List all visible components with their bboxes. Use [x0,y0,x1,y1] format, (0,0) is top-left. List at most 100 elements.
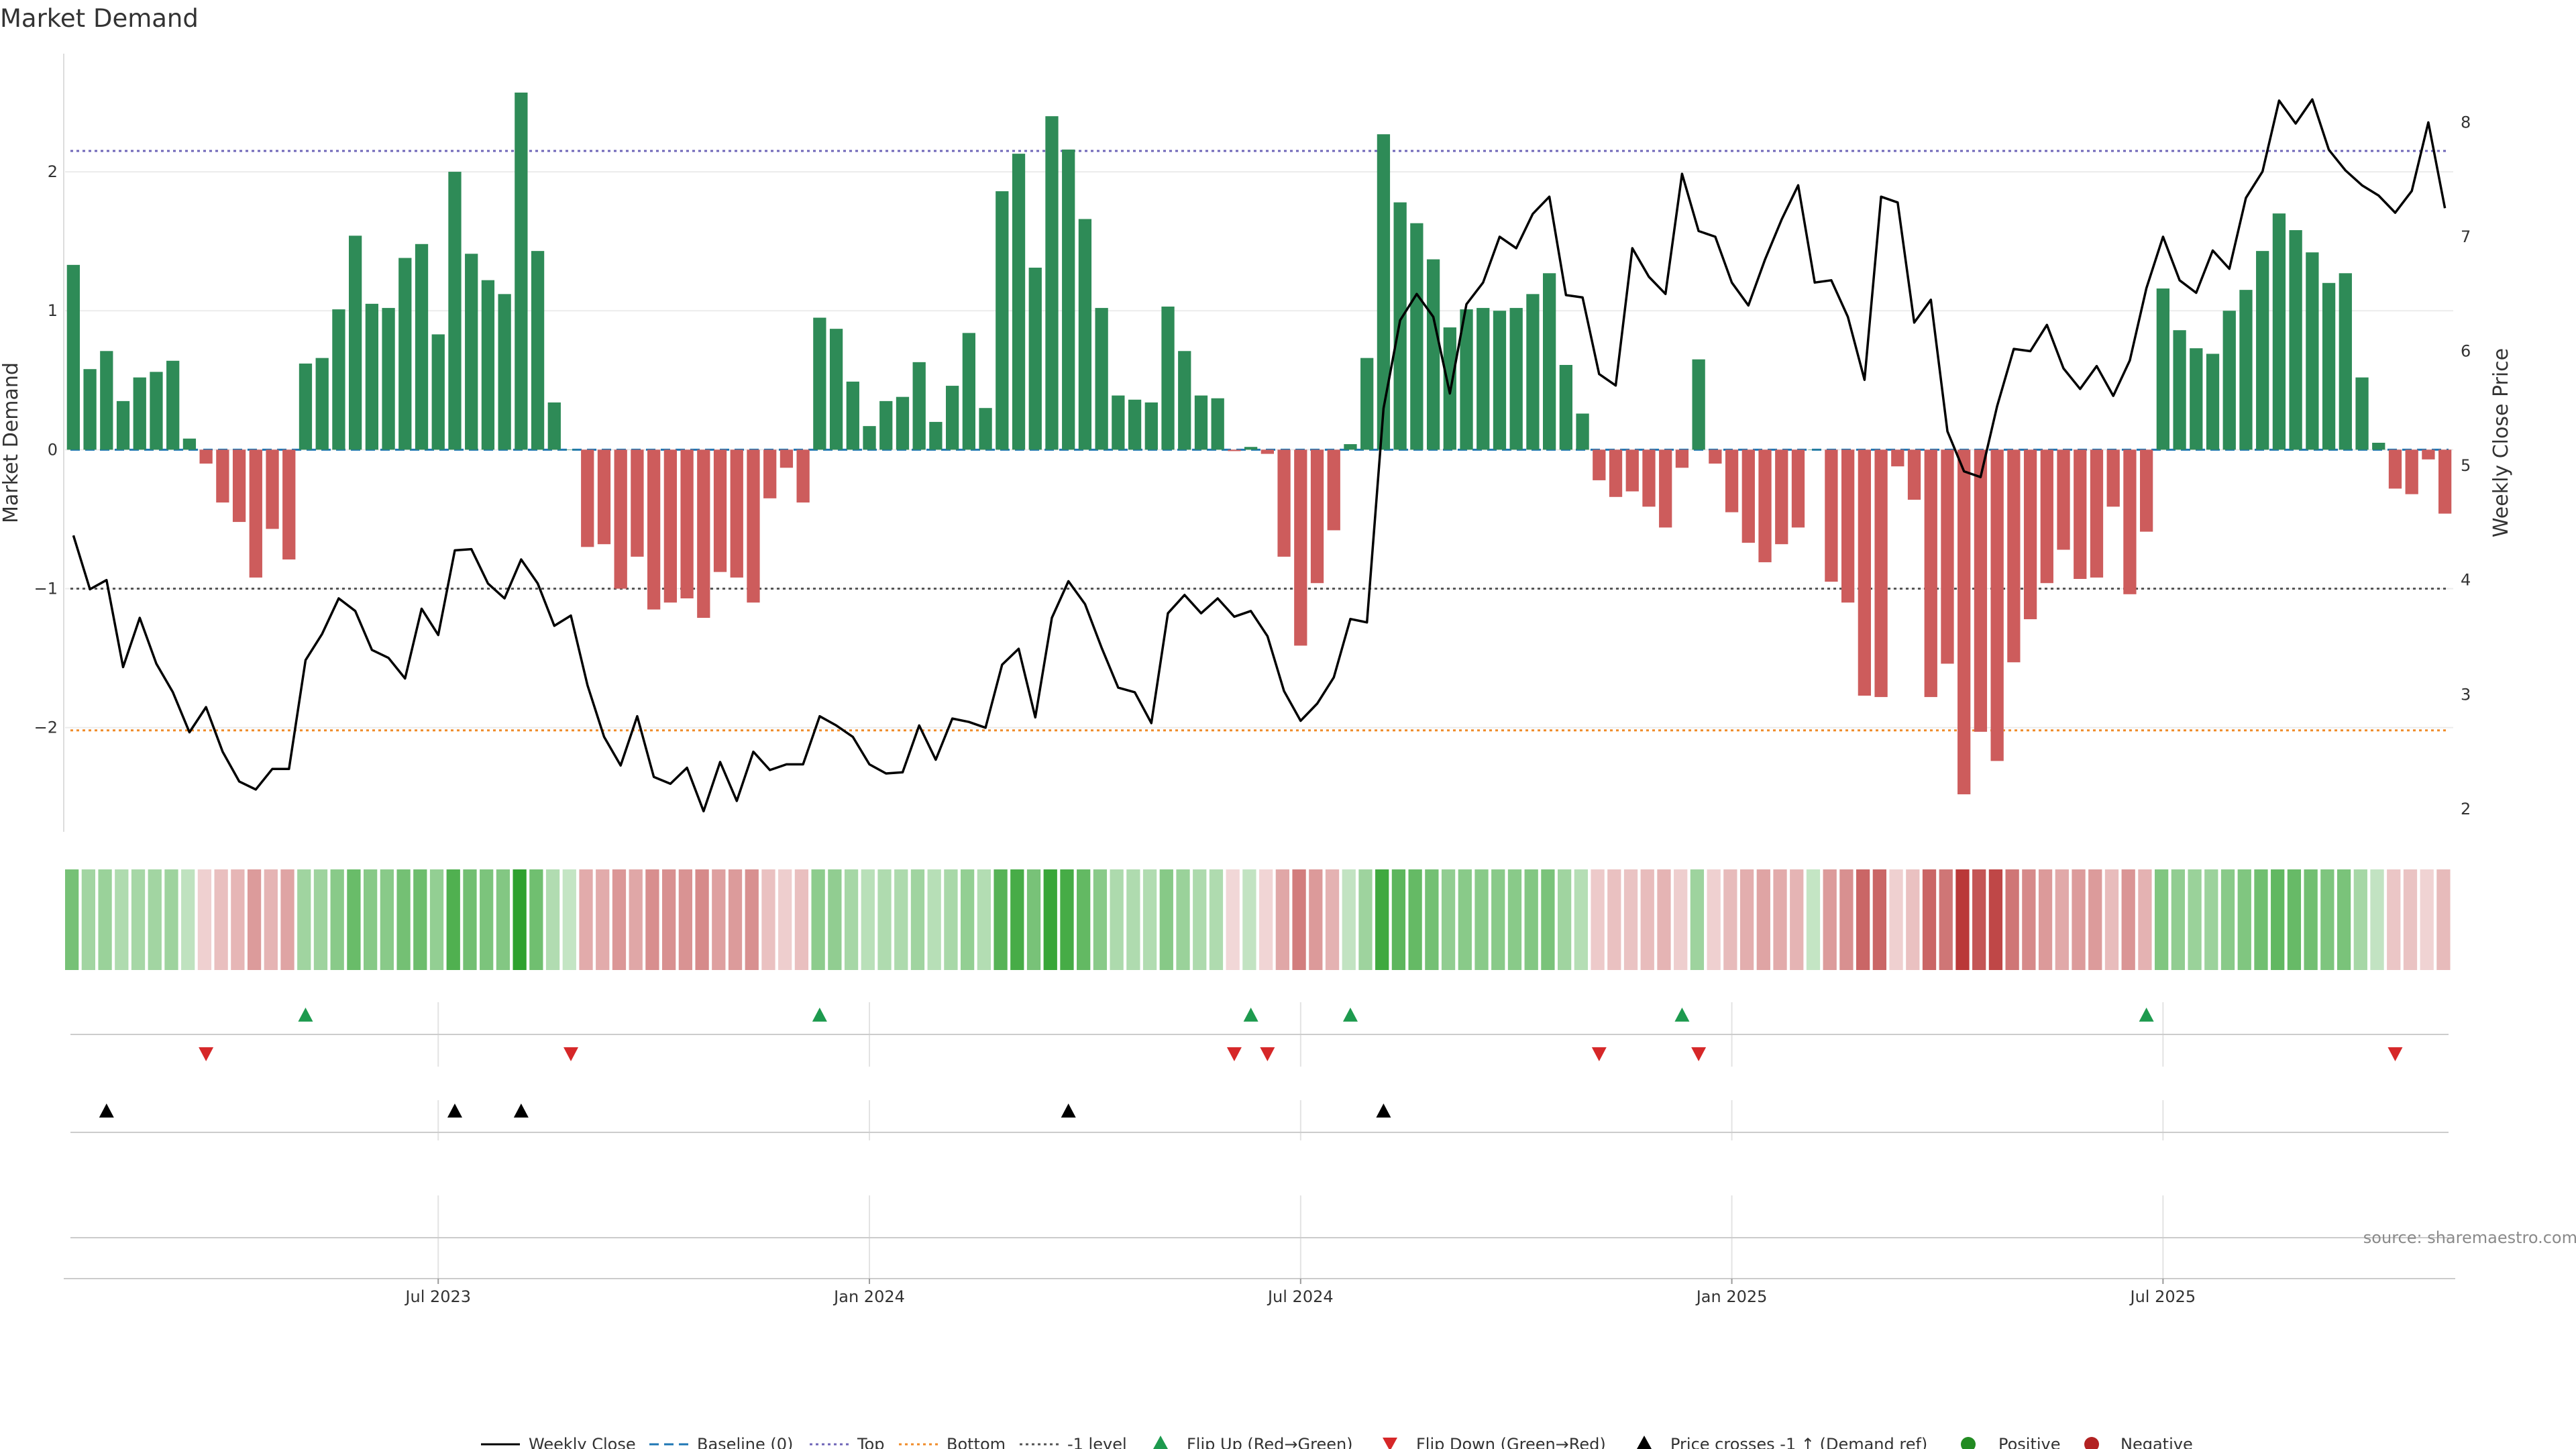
dot-icon [2084,1437,2099,1449]
demand-bar [348,235,362,450]
demand-bar [1277,449,1291,557]
heat-cell [712,869,726,970]
price-cross-marker [513,1104,529,1118]
x-axis-ticks: Jul 2023 Jan 2024 Jul 2024 Jan 2025 Jul 2025 [404,1279,2196,1306]
heat-cell [2353,869,2367,970]
flip-up-marker [2139,1008,2154,1022]
heat-cell [2005,869,2019,970]
demand-bar [1924,449,1937,698]
demand-bar [1112,395,1125,450]
heat-cell [1342,869,1356,970]
source-note: source: sharemaestro.com [2363,1228,2576,1247]
heat-cell [1408,869,1422,970]
demand-bar [2239,290,2253,450]
heat-cell [844,869,859,970]
y-tick-label: 0 [48,440,58,459]
demand-bar [763,449,777,498]
flip-down-markers [199,1047,2403,1061]
demand-bar [2388,449,2402,489]
heat-cell [131,869,146,970]
demand-bar [1609,449,1623,497]
price-cross-marker [447,1104,462,1118]
demand-bar [1194,395,1208,450]
heat-cell [2271,869,2285,970]
demand-bar [100,351,113,450]
demand-bar [1841,449,1855,603]
heat-cell [2038,869,2053,970]
heat-cell [429,869,444,970]
heat-cell [2055,869,2069,970]
demand-bar [382,308,395,450]
demand-bar [1941,449,1954,664]
demand-bar [2372,443,2385,450]
heat-cell [1026,869,1041,970]
flip-down-marker [2387,1047,2403,1061]
demand-bar [116,400,130,450]
demand-bar [614,449,627,589]
heat-cell [1391,869,1406,970]
legend-item-flip-up: Flip Up (Red→Green) [1153,1435,1353,1449]
heat-cell [115,869,129,970]
heat-cell [2022,869,2036,970]
heat-cell [1872,869,1886,970]
demand-bar [1675,449,1689,468]
legend: Weekly Close Baseline (0) Top Bottom -1 … [481,1435,2193,1449]
demand-bar [1477,308,1490,450]
heat-cell [1325,869,1340,970]
heat-cell [214,869,228,970]
heat-cell [1955,869,1970,970]
heat-cell [65,869,79,970]
y-right-tick-label: 4 [2461,571,2471,590]
demand-bar [2040,449,2053,584]
heat-cell [313,869,328,970]
heat-cell [861,869,875,970]
demand-bar [2405,449,2418,494]
chart-title: Market Demand [0,4,199,33]
triangle-up-icon [1637,1436,1652,1449]
demand-bar [1990,449,2004,761]
demand-bar [747,449,760,603]
heat-cell [1093,869,1108,970]
heat-cell [811,869,825,970]
demand-bar [1791,449,1805,528]
flip-down-marker [1691,1047,1707,1061]
demand-bar [1144,402,1158,450]
demand-bar [1725,449,1739,513]
demand-bar [481,280,495,450]
heat-cell [745,869,759,970]
demand-bar [2007,449,2021,663]
heat-cell [1889,869,1903,970]
heat-cell [629,869,643,970]
demand-bar [2190,348,2203,450]
heat-cell [2420,869,2434,970]
demand-bar [1542,273,1556,450]
demand-bar [133,377,146,450]
demand-bar [2023,449,2037,620]
heat-cell [247,869,262,970]
heat-cell [2220,869,2235,970]
demand-bar [2173,330,2186,450]
heat-cell [347,869,361,970]
demand-bar [315,358,329,450]
y-right-tick-label: 3 [2461,685,2471,704]
demand-bar [498,294,511,450]
y-tick-label: 1 [48,301,58,320]
heat-cell [1657,869,1671,970]
heat-cell [2304,869,2318,970]
heat-cell [910,869,925,970]
legend-item-bottom: Bottom [899,1435,1006,1449]
demand-bar [2090,449,2104,578]
heat-cell [364,869,378,970]
heat-cell [2171,869,2185,970]
demand-bar [912,362,926,450]
heat-cell [1607,869,1621,970]
heat-cell [894,869,908,970]
demand-bar [1808,449,1821,450]
legend-label: Top [857,1435,885,1449]
heat-cell [2204,869,2218,970]
heat-cell [380,869,394,970]
heat-cell [1458,869,1472,970]
legend-item-minus1: -1 level [1020,1435,1127,1449]
demand-bar [2074,449,2087,579]
